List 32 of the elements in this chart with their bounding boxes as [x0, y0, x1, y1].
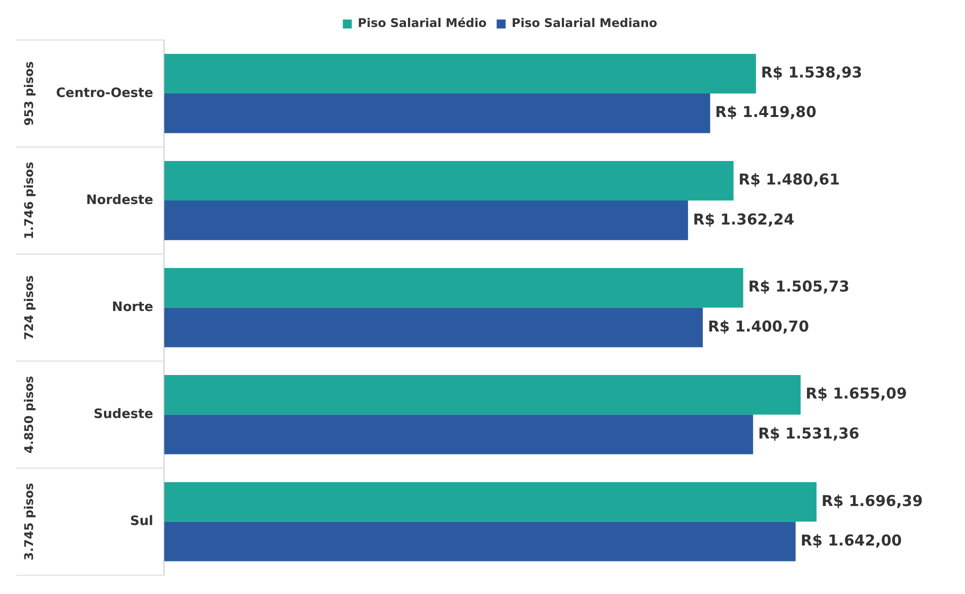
text: 3.745 pisos [22, 482, 36, 560]
y-tick-label: Nordeste [86, 192, 154, 208]
data-label: R$ 1.655,09 [806, 384, 907, 403]
text: 4.850 pisos [22, 376, 36, 454]
bar [164, 522, 796, 562]
y-tick-label: Norte [112, 300, 154, 315]
text: 1.746 pisos [22, 162, 36, 240]
data-label: R$ 1.419,80 [715, 103, 816, 122]
data-label: R$ 1.696,39 [822, 492, 923, 510]
bar [164, 375, 801, 415]
y-tick-label: Sul [130, 514, 154, 530]
bar [164, 414, 754, 454]
data-label: R$ 1.531,36 [758, 424, 860, 442]
data-label: R$ 1.505,73 [748, 278, 850, 296]
bar [164, 94, 710, 134]
legend-label: Piso Salarial Médio [358, 16, 487, 30]
bar [164, 54, 756, 94]
bar [164, 160, 734, 201]
data-label: R$ 1.538,93 [760, 64, 862, 82]
bar [164, 308, 703, 348]
bar [164, 200, 688, 240]
bar [164, 482, 817, 522]
bar [164, 268, 744, 308]
text: 724 pisos [22, 275, 36, 340]
data-label: R$ 1.480,61 [738, 170, 840, 189]
y-tick-label: Sudeste [94, 407, 154, 422]
data-label: R$ 1.362,24 [693, 210, 794, 228]
legend-label: Piso Salarial Mediano [512, 16, 658, 30]
data-label: R$ 1.642,00 [800, 531, 902, 550]
text: 953 pisos [22, 61, 36, 126]
data-label: R$ 1.400,70 [708, 317, 810, 336]
y-tick-label: Centro-Oeste [56, 86, 154, 101]
